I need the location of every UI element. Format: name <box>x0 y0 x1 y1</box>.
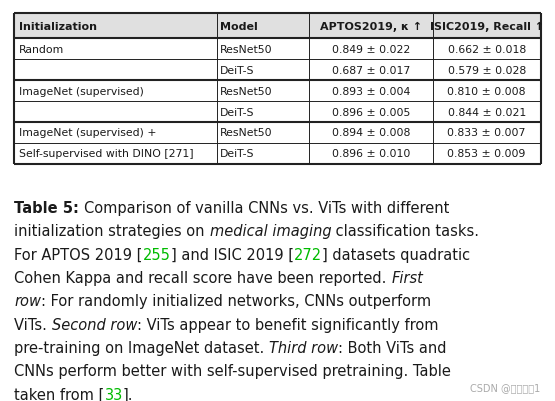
Text: Cohen Kappa and recall score have been reported.: Cohen Kappa and recall score have been r… <box>14 270 391 285</box>
Text: ResNet50: ResNet50 <box>220 45 273 55</box>
Text: DeiT-S: DeiT-S <box>220 107 255 117</box>
Text: 272: 272 <box>294 247 322 262</box>
Text: 0.810 ± 0.008: 0.810 ± 0.008 <box>447 87 526 96</box>
Text: ResNet50: ResNet50 <box>220 87 273 96</box>
Text: initialization strategies on: initialization strategies on <box>14 224 210 239</box>
Text: ResNet50: ResNet50 <box>220 128 273 138</box>
Text: : ViTs appear to benefit significantly from: : ViTs appear to benefit significantly f… <box>137 317 439 332</box>
Text: ] datasets quadratic: ] datasets quadratic <box>322 247 470 262</box>
Text: 0.896 ± 0.010: 0.896 ± 0.010 <box>332 149 410 159</box>
Text: ISIC2019, Recall ↑: ISIC2019, Recall ↑ <box>430 22 544 32</box>
Text: DeiT-S: DeiT-S <box>220 66 255 75</box>
Text: CNNs perform better with self-supervised pretraining. Table: CNNs perform better with self-supervised… <box>14 363 451 378</box>
Text: Comparison of vanilla CNNs vs. ViTs with different: Comparison of vanilla CNNs vs. ViTs with… <box>84 200 450 215</box>
Text: 0.662 ± 0.018: 0.662 ± 0.018 <box>447 45 526 55</box>
Text: Initialization: Initialization <box>19 22 97 32</box>
Text: 0.579 ± 0.028: 0.579 ± 0.028 <box>447 66 526 75</box>
Text: 33: 33 <box>105 387 123 401</box>
Text: 255: 255 <box>143 247 171 262</box>
Text: First: First <box>391 270 423 285</box>
Text: ImageNet (supervised) +: ImageNet (supervised) + <box>19 128 157 138</box>
Text: Model: Model <box>220 22 258 32</box>
Text: 0.844 ± 0.021: 0.844 ± 0.021 <box>447 107 526 117</box>
Text: medical imaging: medical imaging <box>210 224 331 239</box>
Text: ViTs.: ViTs. <box>14 317 52 332</box>
Text: ImageNet (supervised): ImageNet (supervised) <box>19 87 144 96</box>
Text: Second row: Second row <box>52 317 137 332</box>
Text: ] and ISIC 2019 [: ] and ISIC 2019 [ <box>171 247 294 262</box>
Text: 0.849 ± 0.022: 0.849 ± 0.022 <box>332 45 410 55</box>
Text: classification tasks.: classification tasks. <box>331 224 479 239</box>
Text: taken from [: taken from [ <box>14 387 105 401</box>
Text: : Both ViTs and: : Both ViTs and <box>339 340 447 355</box>
Text: CSDN @小杨小杨1: CSDN @小杨小杨1 <box>470 382 541 392</box>
Text: 0.853 ± 0.009: 0.853 ± 0.009 <box>447 149 526 159</box>
Text: 0.687 ± 0.017: 0.687 ± 0.017 <box>332 66 410 75</box>
Text: 0.894 ± 0.008: 0.894 ± 0.008 <box>332 128 410 138</box>
Bar <box>14 14 541 39</box>
Text: Self-supervised with DINO [271]: Self-supervised with DINO [271] <box>19 149 194 159</box>
Text: pre-training on ImageNet dataset.: pre-training on ImageNet dataset. <box>14 340 269 355</box>
Text: row: row <box>14 294 42 308</box>
Text: ].: ]. <box>123 387 133 401</box>
Text: DeiT-S: DeiT-S <box>220 149 255 159</box>
Text: Third row: Third row <box>269 340 339 355</box>
Text: 0.896 ± 0.005: 0.896 ± 0.005 <box>332 107 410 117</box>
Text: 0.833 ± 0.007: 0.833 ± 0.007 <box>447 128 526 138</box>
Text: APTOS2019, κ ↑: APTOS2019, κ ↑ <box>320 22 422 32</box>
Text: Table 5:: Table 5: <box>14 200 84 215</box>
Text: 0.893 ± 0.004: 0.893 ± 0.004 <box>332 87 410 96</box>
Text: Random: Random <box>19 45 64 55</box>
Text: For APTOS 2019 [: For APTOS 2019 [ <box>14 247 143 262</box>
Text: : For randomly initialized networks, CNNs outperform: : For randomly initialized networks, CNN… <box>42 294 432 308</box>
